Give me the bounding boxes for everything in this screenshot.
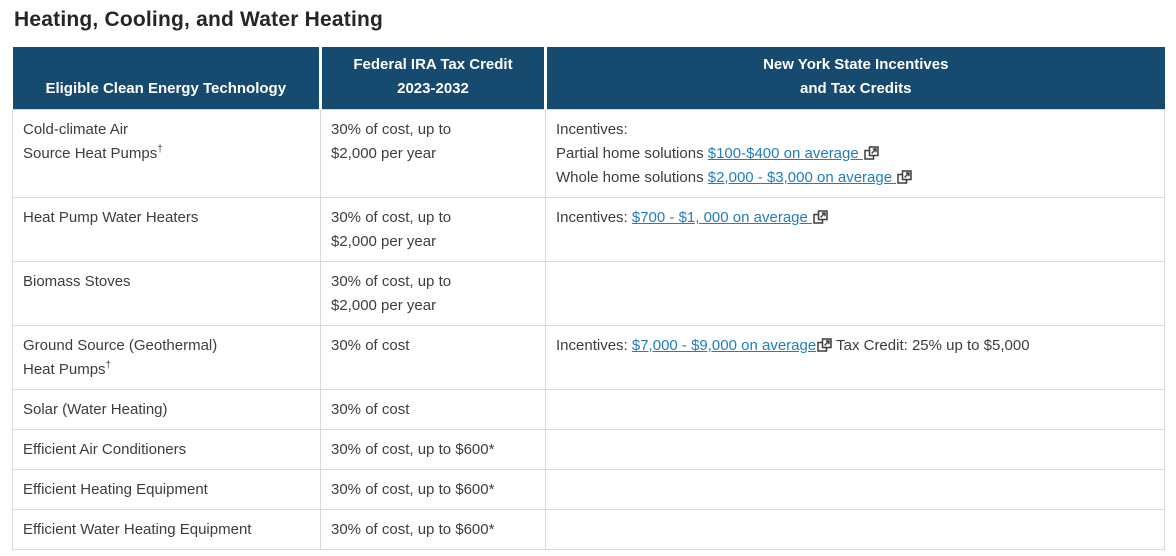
header-nys-incentives: New York State Incentives and Tax Credit…	[544, 47, 1165, 110]
cell-technology: Ground Source (Geothermal) Heat Pumps†	[12, 325, 321, 390]
whole-home-line: Whole home solutions $2,000 - $3,000 on …	[556, 166, 1154, 190]
cell-technology: Cold-climate Air Source Heat Pumps†	[12, 109, 321, 198]
cell-federal-credit: 30% of cost, up to $600*	[320, 509, 546, 550]
cell-federal-credit: 30% of cost	[320, 325, 546, 390]
cell-nys-incentives: Incentives: $700 - $1, 000 on average	[545, 197, 1165, 262]
incentive-range-link[interactable]: $7,000 - $9,000 on average	[631, 337, 817, 354]
external-link-icon	[813, 210, 828, 224]
technology-label: Biomass Stoves	[23, 273, 131, 290]
table-header-row: Eligible Clean Energy Technology Federal…	[12, 47, 1165, 110]
table-row: Efficient Heating Equipment 30% of cost,…	[12, 469, 1165, 510]
cell-federal-credit: 30% of cost, up to $2,000 per year	[320, 197, 546, 262]
header-technology: Eligible Clean Energy Technology	[12, 47, 321, 110]
federal-credit-value: 30% of cost, up to $2,000 per year	[331, 273, 452, 314]
external-link-icon	[897, 170, 912, 184]
technology-label: Heat Pump Water Heaters	[23, 209, 199, 226]
table-row: Cold-climate Air Source Heat Pumps† 30% …	[12, 109, 1165, 198]
technology-label: Efficient Heating Equipment	[23, 481, 208, 498]
external-link-icon	[817, 338, 832, 352]
cell-nys-incentives	[545, 429, 1165, 470]
cell-technology: Efficient Water Heating Equipment	[12, 509, 321, 550]
incentives-intro: Incentives:	[556, 121, 628, 138]
cell-nys-incentives: Incentives: Partial home solutions $100-…	[545, 109, 1165, 198]
technology-label: Efficient Water Heating Equipment	[23, 521, 252, 538]
technology-label: Ground Source (Geothermal) Heat Pumps	[23, 337, 218, 378]
partial-home-text: Partial home solutions	[556, 145, 708, 162]
cell-technology: Biomass Stoves	[12, 261, 321, 326]
cell-technology: Heat Pump Water Heaters	[12, 197, 321, 262]
table-row: Efficient Air Conditioners 30% of cost, …	[12, 429, 1165, 470]
federal-credit-value: 30% of cost, up to $600*	[331, 441, 495, 458]
table-row: Ground Source (Geothermal) Heat Pumps† 3…	[12, 325, 1165, 390]
cell-technology: Solar (Water Heating)	[12, 389, 321, 430]
federal-credit-value: 30% of cost, up to $600*	[331, 481, 495, 498]
cell-federal-credit: 30% of cost, up to $600*	[320, 469, 546, 510]
table-row: Solar (Water Heating) 30% of cost	[12, 389, 1165, 430]
cell-federal-credit: 30% of cost, up to $2,000 per year	[320, 261, 546, 326]
cell-nys-incentives	[545, 261, 1165, 326]
external-link-icon	[864, 146, 879, 160]
technology-label: Efficient Air Conditioners	[23, 441, 187, 458]
tax-credit-text: Tax Credit: 25% up to $5,000	[832, 337, 1030, 354]
cell-nys-incentives: Incentives: $7,000 - $9,000 on average T…	[545, 325, 1165, 390]
incentives-text: Incentives:	[556, 337, 632, 354]
incentive-range-link[interactable]: $700 - $1, 000 on average	[631, 209, 813, 226]
cell-nys-incentives	[545, 509, 1165, 550]
page-title: Heating, Cooling, and Water Heating	[14, 8, 384, 31]
cell-federal-credit: 30% of cost, up to $600*	[320, 429, 546, 470]
federal-credit-value: 30% of cost, up to $2,000 per year	[331, 209, 452, 250]
incentives-table: Eligible Clean Energy Technology Federal…	[12, 47, 1165, 550]
federal-credit-value: 30% of cost, up to $2,000 per year	[331, 121, 452, 162]
cell-nys-incentives	[545, 389, 1165, 430]
cell-technology: Efficient Heating Equipment	[12, 469, 321, 510]
federal-credit-value: 30% of cost	[331, 401, 410, 418]
cell-nys-incentives	[545, 469, 1165, 510]
incentives-text: Incentives:	[556, 209, 632, 226]
table-row: Heat Pump Water Heaters 30% of cost, up …	[12, 197, 1165, 262]
partial-home-line: Partial home solutions $100-$400 on aver…	[556, 142, 1154, 166]
dagger-footnote-marker: †	[157, 144, 163, 155]
header-federal-credit: Federal IRA Tax Credit 2023-2032	[319, 47, 546, 110]
table-row: Biomass Stoves 30% of cost, up to $2,000…	[12, 261, 1165, 326]
technology-label: Cold-climate Air Source Heat Pumps	[23, 121, 158, 162]
partial-home-link[interactable]: $100-$400 on average	[707, 145, 863, 162]
whole-home-text: Whole home solutions	[556, 169, 708, 186]
federal-credit-value: 30% of cost, up to $600*	[331, 521, 495, 538]
federal-credit-value: 30% of cost	[331, 337, 410, 354]
table-row: Efficient Water Heating Equipment 30% of…	[12, 509, 1165, 550]
whole-home-link[interactable]: $2,000 - $3,000 on average	[707, 169, 897, 186]
cell-federal-credit: 30% of cost, up to $2,000 per year	[320, 109, 546, 198]
technology-label: Solar (Water Heating)	[23, 401, 168, 418]
cell-federal-credit: 30% of cost	[320, 389, 546, 430]
cell-technology: Efficient Air Conditioners	[12, 429, 321, 470]
dagger-footnote-marker: †	[105, 360, 112, 371]
